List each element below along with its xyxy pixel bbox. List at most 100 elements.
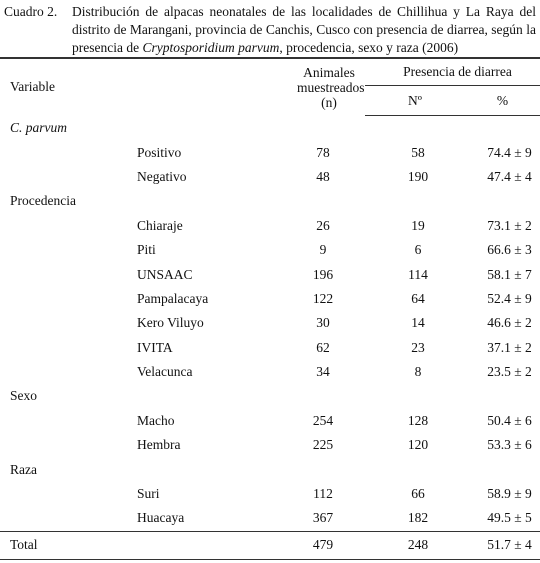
cell: Hembra (137, 437, 181, 453)
data-table: Variable Animales muestreados (n) Presen… (0, 57, 540, 560)
cell: 225 (312, 437, 334, 453)
group-label: Procedencia (10, 193, 76, 209)
cell: 30 (316, 315, 330, 331)
group-row: Procedencia (0, 189, 540, 213)
cell: 190 (407, 168, 429, 184)
spacer (0, 433, 128, 457)
cell: 66.6 ± 3 (487, 242, 532, 258)
cell: 23 (411, 339, 425, 355)
spacer (0, 409, 128, 433)
cell: 66 (411, 486, 425, 502)
cell: IVITA (137, 339, 173, 355)
table-header: Variable Animales muestreados (n) Presen… (0, 57, 540, 116)
cell: 73.1 ± 2 (487, 217, 532, 233)
cell: 64 (411, 290, 425, 306)
cell: 112 (313, 486, 333, 502)
caption-italic: Cryptosporidium parvum (142, 40, 280, 55)
cell: Macho (137, 412, 175, 428)
data-row: Hembra 225 120 53.3 ± 6 (0, 433, 540, 457)
cell: Positivo (137, 144, 182, 160)
header-cell: Presencia de diarrea (365, 57, 540, 86)
cell: Pampalacaya (137, 290, 209, 306)
cell: 58 (411, 144, 425, 160)
data-row: Huacaya 367 182 49.5 ± 5 (0, 506, 540, 531)
data-row: Piti 9 6 66.6 ± 3 (0, 238, 540, 262)
cell: 182 (407, 510, 429, 526)
total-row: Total 479 248 51.7 ± 4 (0, 530, 540, 560)
cell: UNSAAC (137, 266, 193, 282)
cell: Piti (137, 242, 156, 258)
caption-label: Cuadro 2. (4, 4, 58, 19)
group-label: C. parvum (10, 120, 67, 136)
cell: 9 (319, 242, 327, 258)
cell: Huacaya (137, 510, 185, 526)
group-row: C. parvum (0, 116, 540, 141)
cell: 6 (414, 242, 422, 258)
cell: 14 (411, 315, 425, 331)
cell: 62 (316, 339, 330, 355)
cell: Velacunca (137, 364, 193, 380)
spacer (0, 336, 128, 360)
cell: 34 (316, 364, 330, 380)
header-cell: % (465, 85, 540, 116)
header-row: Nº % (0, 85, 540, 116)
table-body: C. parvum Positivo 78 58 74.4 ± 9 Negativo 48 1… (0, 116, 540, 560)
cell: 48 (316, 168, 330, 184)
cell: Negativo (137, 168, 187, 184)
group-label: Raza (10, 461, 37, 477)
caption: Cuadro 2. Distribución de alpacas neonat… (0, 0, 540, 57)
cell: 114 (408, 266, 428, 282)
cell: 58.9 ± 9 (487, 486, 532, 502)
data-row: Velacunca 34 8 23.5 ± 2 (0, 360, 540, 384)
cell: 26 (316, 217, 330, 233)
cell: Total (0, 530, 276, 560)
spacer (0, 311, 128, 335)
cell: 128 (407, 412, 429, 428)
spacer (0, 482, 128, 506)
cell: 78 (316, 144, 330, 160)
data-row: Positivo 78 58 74.4 ± 9 (0, 140, 540, 164)
data-row: Negativo 48 190 47.4 ± 4 (0, 165, 540, 189)
cell: 120 (407, 437, 429, 453)
cell: 74.4 ± 9 (487, 144, 532, 160)
spacer (0, 287, 128, 311)
cell: 52.4 ± 9 (487, 290, 532, 306)
cell: 53.3 ± 6 (487, 437, 532, 453)
data-row: Macho 254 128 50.4 ± 6 (0, 409, 540, 433)
spacer (0, 360, 128, 384)
cell: 47.4 ± 4 (487, 168, 532, 184)
cell: Chiaraje (137, 217, 183, 233)
spacer (0, 262, 128, 286)
cell: 50.4 ± 6 (487, 412, 532, 428)
cell: 58.1 ± 7 (487, 266, 532, 282)
cell: 49.5 ± 5 (487, 510, 532, 526)
cell: 46.6 ± 2 (487, 315, 532, 331)
cell: 367 (312, 510, 334, 526)
data-row: IVITA 62 23 37.1 ± 2 (0, 336, 540, 360)
group-label: Sexo (10, 388, 37, 404)
spacer (0, 506, 128, 531)
data-row: Suri 112 66 58.9 ± 9 (0, 482, 540, 506)
cell: 37.1 ± 2 (487, 339, 532, 355)
spacer (0, 238, 128, 262)
cell: 8 (414, 364, 422, 380)
cell: 248 (365, 530, 466, 560)
caption-part: , procedencia, sexo y raza (2006) (279, 40, 459, 55)
cell: Kero Viluyo (137, 315, 204, 331)
header-cell: Variable (0, 57, 276, 116)
data-row: UNSAAC 196 114 58.1 ± 7 (0, 262, 540, 286)
cell: 254 (312, 412, 334, 428)
header-cell: Animales muestreados (n) (275, 57, 366, 116)
data-row: Chiaraje 26 19 73.1 ± 2 (0, 214, 540, 238)
cell: 23.5 ± 2 (487, 364, 532, 380)
spacer (0, 140, 128, 164)
data-row: Pampalacaya 122 64 52.4 ± 9 (0, 287, 540, 311)
group-row: Raza (0, 457, 540, 481)
spacer (0, 214, 128, 238)
cell: 122 (312, 290, 334, 306)
cell: 196 (312, 266, 334, 282)
caption-part: Distribución de alpacas neonatales de la… (72, 4, 536, 55)
spacer (0, 165, 128, 189)
cell: Suri (137, 486, 160, 502)
